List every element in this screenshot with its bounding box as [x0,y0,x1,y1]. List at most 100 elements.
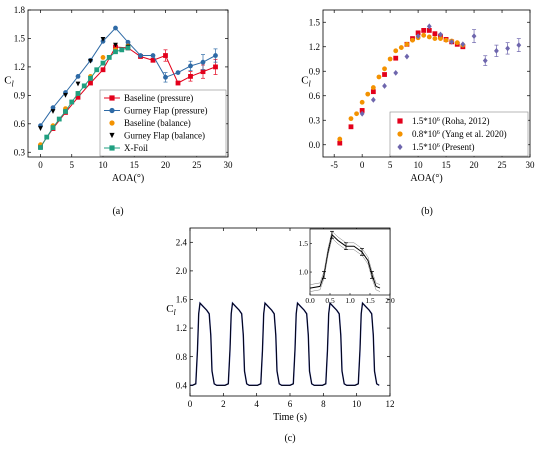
y-tick-label: 1.2 [14,62,25,72]
data-point [113,25,118,31]
data-point [75,81,81,87]
data-point [38,145,43,150]
data-point [426,28,432,33]
y-tick-label: 0.3 [14,147,26,157]
y-axis-label-subscript: l [174,308,177,317]
inset-x-tick-label: 2.0 [385,296,395,305]
legend-entry-label: X-Foil [124,143,149,153]
legend: 1.5*106 (Roha, 2012)0.8*106 (Yang et al.… [389,111,529,157]
data-point [449,38,455,45]
y-axis-label: Cl [301,75,311,89]
data-point [421,32,427,38]
y-tick-label: 0.9 [14,91,26,101]
data-point [69,99,75,105]
data-point [150,53,156,58]
panel-b: -5 0 5 10 15 20 25 30 0.0 0.3 0.6 0.9 1.2 1.5 AOA(°) Cl… [301,9,536,217]
x-tick-label: 5 [70,160,75,170]
data-point [150,57,156,63]
data-point [443,37,449,43]
inset: 0.0 0.5 1.0 1.5 2.0 1.0 1.5 [299,228,395,305]
data-point [382,72,387,77]
x-tick-label: 15 [130,160,140,170]
y-tick-label: 1.2 [309,42,320,52]
data-point [348,116,354,122]
data-point [460,41,466,48]
panel-a: 0 5 10 15 20 25 30 0.3 0.6 0.9 1.2 1.5 1.8 AOA(°) Cl (a… [4,5,233,217]
data-point [365,91,371,97]
x-tick-label: 6 [288,399,293,409]
x-axis-label: AOA(°) [112,173,144,184]
data-point [432,31,438,37]
y-tick-label: 0.6 [309,91,321,101]
data-point [50,125,56,130]
x-tick-label: 15 [442,160,452,170]
data-point [200,69,206,75]
data-point [426,23,432,30]
y-axis-label: Cl [166,303,176,317]
data-point [359,99,365,105]
data-point [63,109,68,114]
data-point [410,37,415,43]
data-point [415,30,421,36]
y-tick-label: 1.2 [176,323,187,333]
data-point [188,73,193,79]
x-tick-label: 20 [161,160,171,170]
x-tick-label: 25 [192,160,202,170]
x-axis-label: AOA(°) [410,173,442,184]
data-point [337,140,343,146]
legend-entry-label: Gurney Flap (balance) [124,131,205,141]
data-point [370,85,376,90]
data-point [382,66,387,72]
data-point [359,110,365,117]
legend-entry-superscript: 6 [437,143,440,149]
data-point [516,42,522,49]
data-point [100,37,106,42]
series-line [190,302,380,386]
series-line-blue [190,301,380,386]
legend-entry-label-main: 1.5*10 [412,116,437,126]
data-point [109,132,115,139]
data-point [348,124,354,130]
data-point [63,92,68,98]
data-point [106,55,112,60]
inset-x-tick-label: 1.0 [345,296,355,305]
y-tick-label: 0.6 [14,119,26,129]
x-tick-label: 8 [321,399,326,409]
y-axis-label: Cl [4,75,14,89]
legend-entry-superscript: 6 [437,130,440,136]
x-tick-label: 4 [254,399,259,409]
data-point [354,111,359,117]
data-point [200,59,206,65]
y-tick-label: 1.6 [176,295,188,305]
data-point [75,94,81,100]
data-point [370,96,376,103]
data-point [387,56,393,62]
data-point [337,136,343,142]
data-point [50,109,56,114]
data-point [404,53,410,60]
legend-entry-label: Gurney Flap (pressure) [124,106,207,116]
x-tick-label: 0 [188,399,193,409]
x-tick-label: -5 [330,160,338,170]
x-axis-label: Time (s) [273,412,307,423]
y-axis-label-subscript: l [309,80,312,89]
data-point [404,41,410,47]
y-tick-label: 1.5 [14,34,26,44]
data-point [75,91,81,96]
legend-entry-label-source: (Present) [440,142,475,152]
plot-frame [27,9,229,158]
data-point [494,47,499,54]
y-tick-label: 2.4 [176,237,188,247]
legend-entry-label: 1.5*106 (Present) [412,142,475,152]
x-tick-label: 12 [386,399,395,409]
inset-x-tick-label: 0.0 [305,296,315,305]
x-tick-label: 0 [360,160,365,170]
data-point [438,36,443,41]
data-point [125,45,131,51]
panel-c: 0 2 4 6 8 10 12 0.4 0.8 1.2 1.6 2.0 2.4 Time (s) Cl (c)… [166,227,395,444]
data-point [175,70,181,75]
x-tick-label: 30 [526,160,536,170]
data-point [94,67,100,73]
legend-entry-label: 1.5*106 (Roha, 2012) [412,116,490,126]
data-point [359,108,365,113]
